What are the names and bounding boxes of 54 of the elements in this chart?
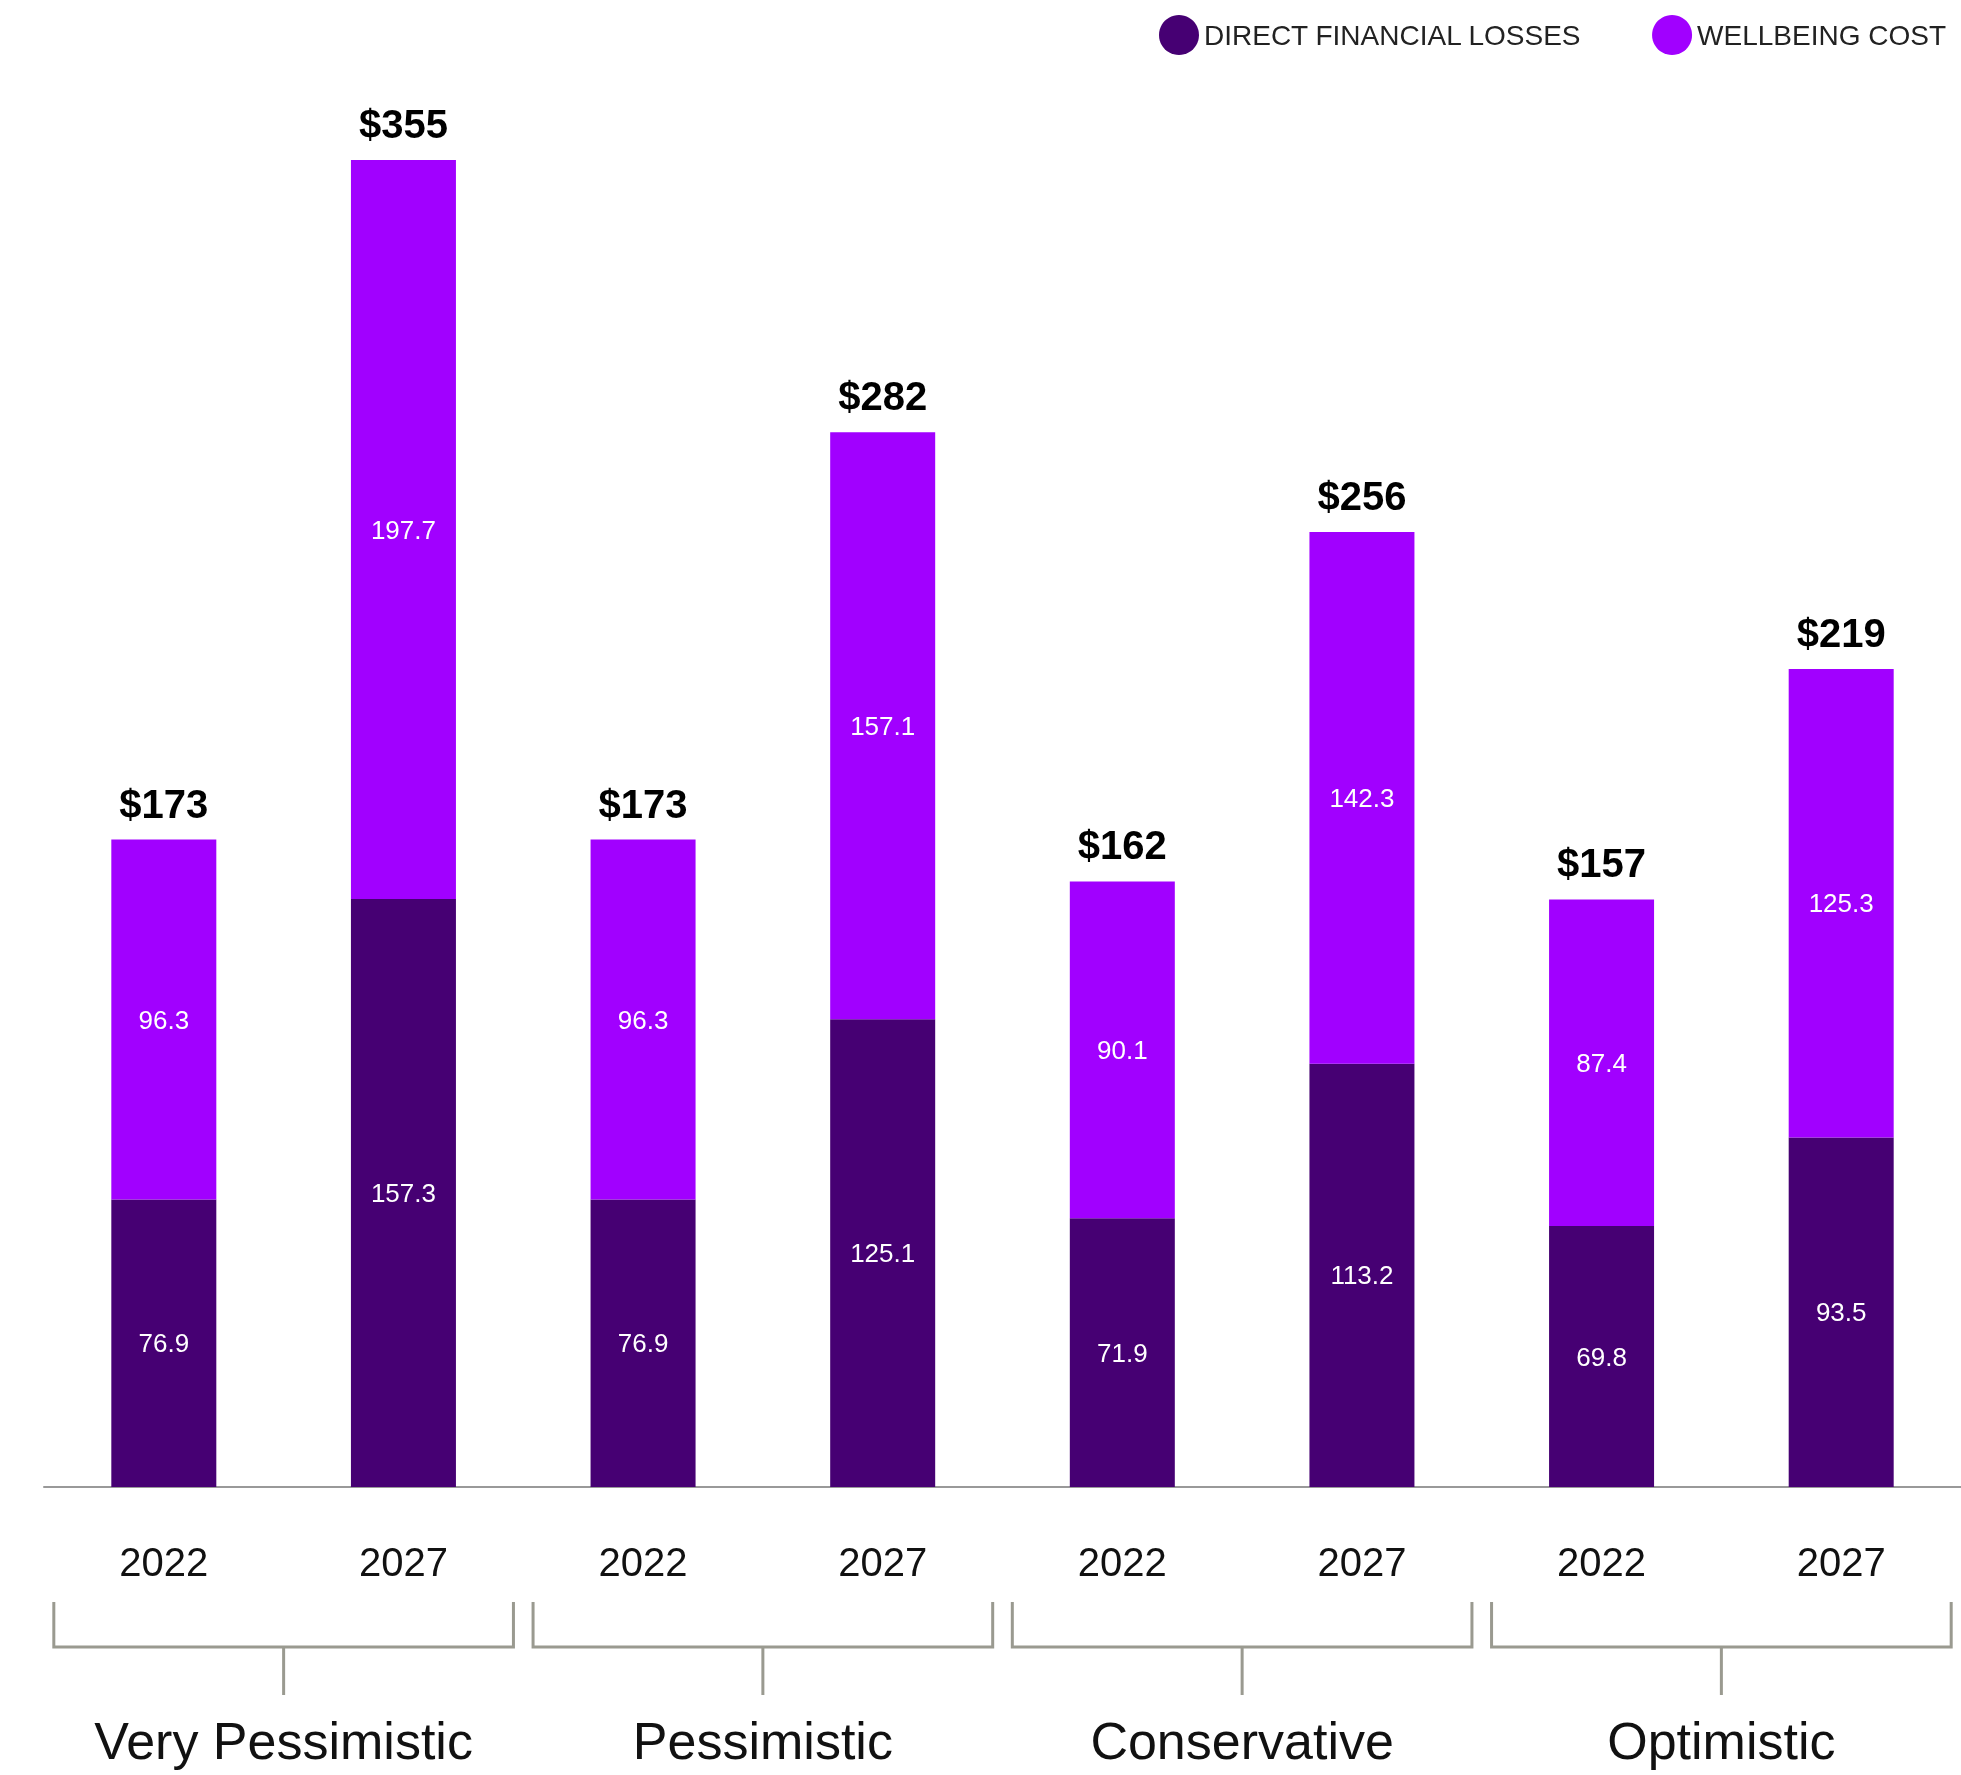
total-label: $282 (838, 374, 928, 419)
legend-label: DIRECT FINANCIAL LOSSES (1203, 19, 1581, 51)
bar (1549, 899, 1655, 1227)
data-label: 197.7 (370, 514, 436, 545)
total-label: $173 (598, 781, 688, 826)
data-label: 157.1 (850, 710, 916, 741)
bar (111, 1199, 217, 1487)
bar (1069, 1218, 1175, 1487)
x-tick-label: 2022 (1077, 1540, 1167, 1584)
total-label: $355 (358, 102, 448, 146)
data-label: 93.5 (1815, 1297, 1867, 1328)
bar (350, 160, 456, 900)
data-label: 76.9 (617, 1328, 669, 1359)
x-tick-label: 2027 (1317, 1540, 1407, 1584)
data-label: 125.1 (850, 1238, 916, 1269)
x-tick-label: 2027 (358, 1540, 448, 1584)
data-label: 96.3 (617, 1004, 669, 1035)
x-tick-label: 2022 (1557, 1540, 1647, 1584)
bar (1549, 1226, 1655, 1487)
data-label: 76.9 (138, 1328, 190, 1359)
bar (350, 899, 456, 1487)
bar (1069, 881, 1175, 1219)
total-label: $256 (1317, 473, 1407, 518)
total-label: $173 (119, 781, 209, 826)
data-label: 96.3 (138, 1004, 190, 1035)
text: Conservative (1090, 1712, 1394, 1770)
data-label: 87.4 (1576, 1047, 1627, 1078)
bar (111, 839, 217, 1200)
x-tick-label: 2022 (598, 1540, 688, 1584)
total-label: $157 (1557, 841, 1647, 886)
bar (1788, 1137, 1894, 1487)
bar (830, 1019, 936, 1487)
total-label: $162 (1077, 823, 1167, 868)
bar (830, 432, 936, 1020)
data-label: 71.9 (1097, 1337, 1148, 1368)
bar (1309, 1063, 1415, 1487)
bar (1788, 669, 1894, 1138)
legend-label: WELLBEING COST (1697, 19, 1946, 51)
data-label: 157.3 (370, 1178, 436, 1208)
data-label: 142.3 (1329, 782, 1395, 813)
x-tick-label: 2027 (1796, 1540, 1886, 1584)
bar (590, 839, 696, 1200)
text: Optimistic (1607, 1712, 1836, 1770)
data-label: 69.8 (1576, 1341, 1627, 1372)
data-label: 113.2 (1330, 1260, 1394, 1291)
data-label: 90.1 (1097, 1034, 1148, 1065)
total-label: $219 (1796, 611, 1886, 656)
bar (590, 1199, 696, 1487)
x-tick-label: 2027 (838, 1540, 928, 1584)
data-label: 125.3 (1808, 888, 1874, 919)
bar (1309, 531, 1415, 1064)
text: Very Pessimistic (94, 1712, 473, 1770)
text: Pessimistic (632, 1712, 893, 1770)
x-tick-label: 2022 (119, 1540, 209, 1584)
